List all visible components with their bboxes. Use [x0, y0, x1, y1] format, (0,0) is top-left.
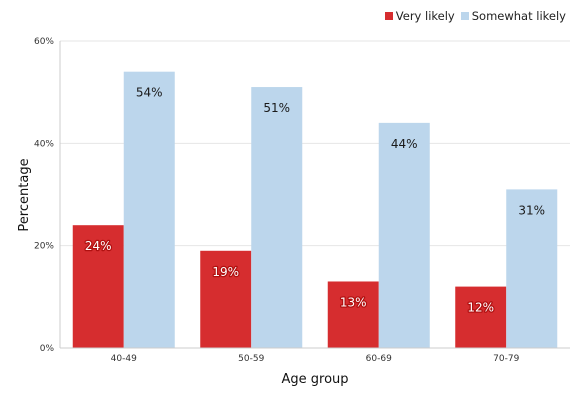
data-label: 12% — [467, 301, 494, 315]
y-axis-title: Percentage — [17, 158, 32, 231]
legend-label-somewhat-likely: Somewhat likely — [471, 9, 566, 23]
legend-label-very-likely: Very likely — [395, 9, 455, 23]
y-tick-label: 0% — [40, 344, 55, 354]
x-tick-label: 50-59 — [238, 354, 264, 364]
legend-swatch-somewhat-likely — [460, 12, 469, 20]
bar-very-likely — [200, 250, 252, 348]
bar-very-likely — [72, 225, 124, 348]
bar-somewhat-likely — [251, 87, 303, 349]
legend-swatch-very-likely — [384, 12, 393, 20]
axes: 0% 20% 40% 60% 40-49 50-59 60-69 70-79 — [34, 37, 570, 364]
bar-somewhat-likely — [378, 122, 430, 348]
legend: Very likely Somewhat likely — [379, 9, 566, 23]
x-tick-label: 60-69 — [366, 354, 392, 364]
x-tick-label: 40-49 — [111, 354, 137, 364]
y-tick-label: 20% — [34, 242, 54, 252]
data-label: 24% — [85, 239, 112, 253]
data-label: 19% — [212, 265, 239, 279]
y-tick-label: 60% — [34, 37, 54, 47]
bar-very-likely — [327, 281, 379, 348]
bars — [72, 71, 558, 349]
data-label: 31% — [518, 203, 545, 217]
data-label: 44% — [391, 137, 418, 151]
bar-very-likely — [455, 286, 507, 348]
bar-somewhat-likely — [506, 189, 558, 348]
data-label: 54% — [136, 86, 163, 100]
data-labels: 24% 54% 19% 51% 13% 44% 12% 31% — [84, 86, 545, 316]
data-label: 13% — [340, 295, 367, 309]
bar-somewhat-likely — [123, 71, 175, 348]
x-tick-label: 70-79 — [493, 354, 519, 364]
legend-item-very-likely: Very likely — [384, 9, 455, 23]
y-tick-label: 40% — [34, 139, 54, 149]
x-axis-title: Age group — [281, 372, 348, 387]
legend-item-somewhat-likely: Somewhat likely — [460, 9, 566, 23]
data-label: 51% — [263, 101, 290, 115]
